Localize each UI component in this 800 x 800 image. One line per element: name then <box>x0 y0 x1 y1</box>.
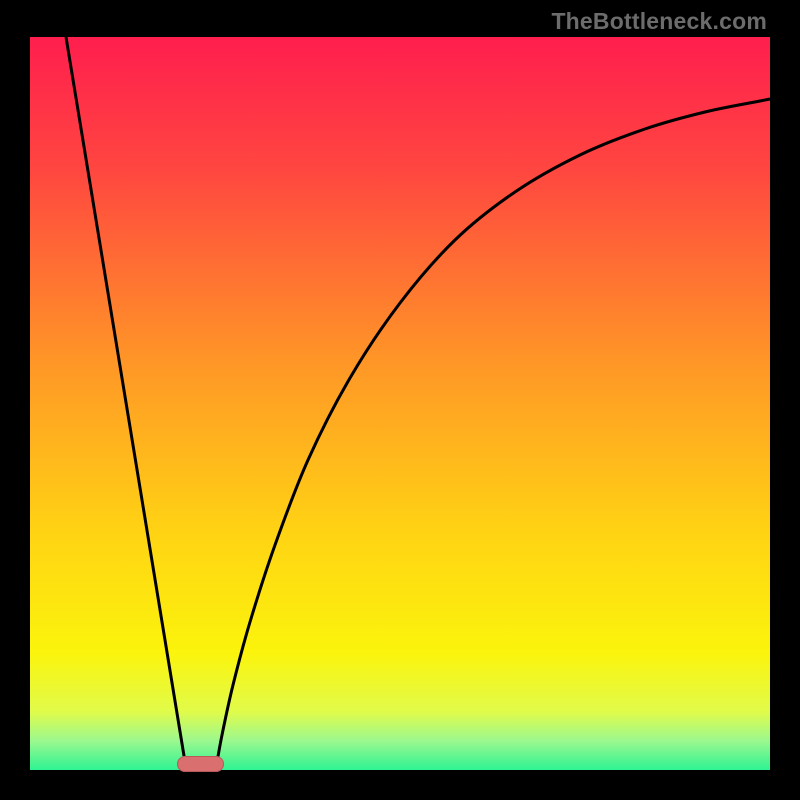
curve-left-branch <box>66 37 186 768</box>
watermark-text: TheBottleneck.com <box>551 8 767 35</box>
optimum-marker <box>177 756 224 772</box>
chart-frame: TheBottleneck.com <box>0 0 800 800</box>
bottleneck-curve <box>0 0 800 800</box>
curve-right-branch <box>216 99 770 768</box>
